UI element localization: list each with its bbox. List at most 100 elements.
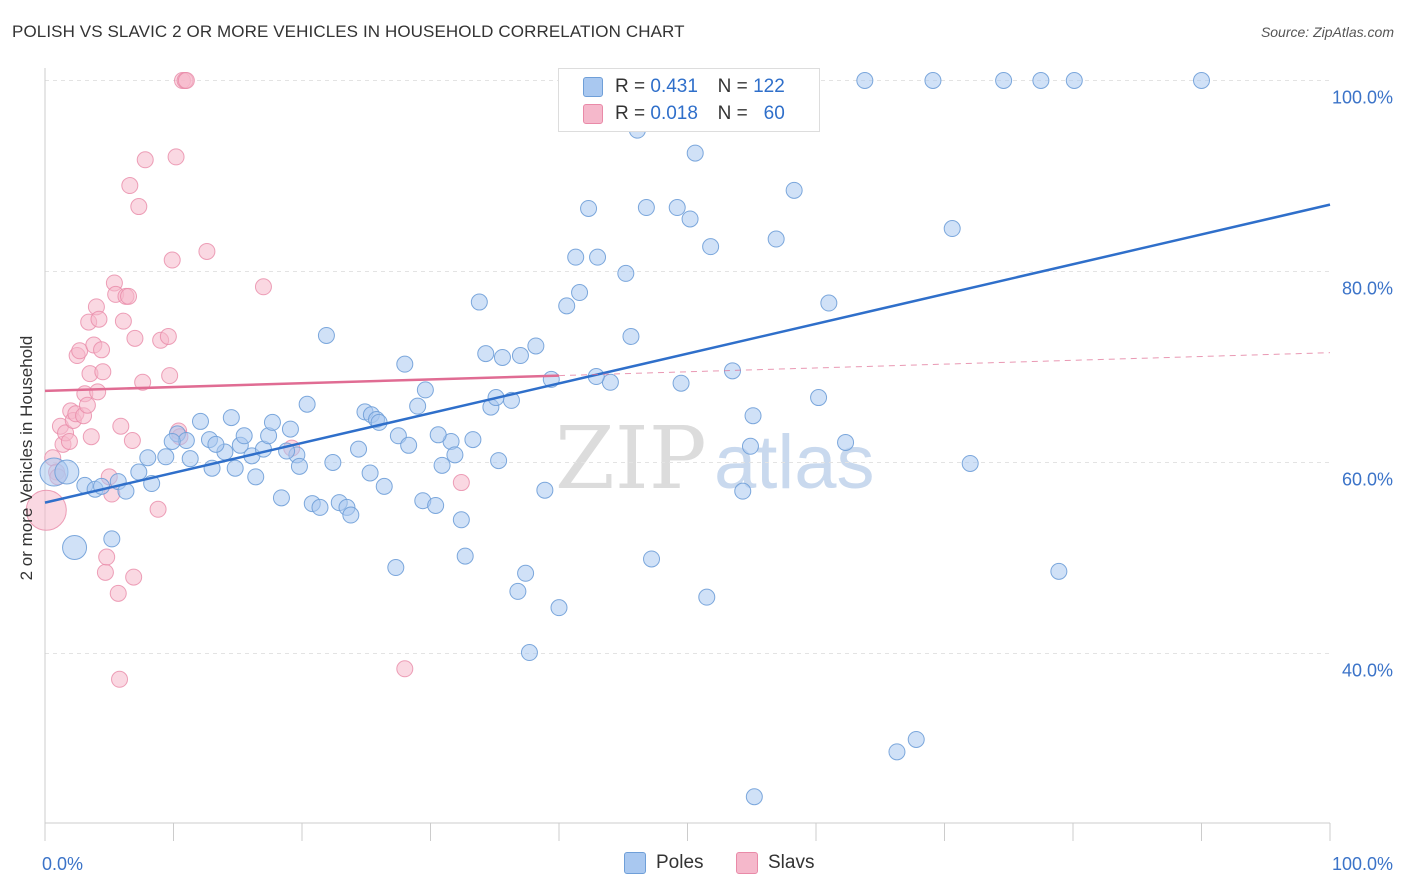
slavs-swatch-icon xyxy=(583,104,603,124)
poles-point-99 xyxy=(888,743,906,761)
poles-swatch-icon xyxy=(583,77,603,97)
slavs-point-42 xyxy=(134,373,152,391)
poles-point-120 xyxy=(810,389,828,407)
poles-point-95 xyxy=(785,181,803,199)
poles-point-107 xyxy=(1065,72,1083,89)
source-label: Source: ZipAtlas.com xyxy=(1260,24,1394,40)
poles-r-label: R = xyxy=(615,76,646,97)
poles-point-19 xyxy=(222,409,240,427)
poles-legend-icon xyxy=(624,852,646,874)
poles-point-1 xyxy=(54,459,80,485)
poles-point-119 xyxy=(741,437,759,455)
slavs-point-38 xyxy=(123,432,141,450)
slavs-point-44 xyxy=(149,500,167,518)
poles-point-79 xyxy=(617,264,635,282)
slavs-point-46 xyxy=(159,327,177,345)
slavs-trend-line-extension xyxy=(558,352,1331,377)
slavs-n-value: 60 xyxy=(763,103,785,124)
poles-n-label: N = xyxy=(717,76,748,97)
y-tick-label-60: 60.0% xyxy=(1342,470,1393,490)
poles-point-31 xyxy=(290,457,308,475)
slavs-n-label: N = xyxy=(717,103,748,124)
poles-point-45 xyxy=(387,559,405,577)
poles-point-65 xyxy=(509,582,527,600)
poles-point-35 xyxy=(317,326,335,344)
slavs-point-43 xyxy=(136,151,154,169)
poles-point-83 xyxy=(643,550,661,568)
poles-point-101 xyxy=(924,72,942,89)
y-axis-label: 2 or more Vehicles in Household xyxy=(17,335,36,581)
trend-lines xyxy=(44,203,1331,504)
poles-point-93 xyxy=(744,407,762,425)
slavs-point-37 xyxy=(121,177,139,195)
poles-point-109 xyxy=(745,788,763,806)
slavs-point-41 xyxy=(130,198,148,216)
slavs-point-22 xyxy=(90,310,108,328)
slavs-point-15 xyxy=(78,396,96,414)
poles-point-56 xyxy=(452,511,470,529)
poles-point-82 xyxy=(637,199,655,217)
poles-point-118 xyxy=(672,374,690,392)
slavs-legend-icon xyxy=(736,852,758,874)
poles-point-100 xyxy=(907,730,925,748)
slavs-point-21 xyxy=(89,383,107,401)
poles-point-57 xyxy=(456,547,474,565)
slavs-point-39 xyxy=(125,568,143,586)
poles-point-29 xyxy=(281,420,299,438)
poles-point-70 xyxy=(536,481,554,499)
poles-point-106 xyxy=(1050,562,1068,580)
poles-point-74 xyxy=(567,248,585,266)
poles-point-88 xyxy=(698,588,716,606)
slavs-r-label: R = xyxy=(615,103,646,124)
poles-point-97 xyxy=(837,433,855,451)
poles-point-112 xyxy=(207,435,225,453)
poles-point-77 xyxy=(589,248,607,266)
poles-point-114 xyxy=(370,413,388,431)
poles-point-104 xyxy=(995,72,1013,89)
poles-legend-label: Poles xyxy=(656,852,704,873)
poles-point-39 xyxy=(342,506,360,524)
poles-trend-line xyxy=(44,203,1331,504)
slavs-point-25 xyxy=(96,563,114,581)
chart-title: POLISH VS SLAVIC 2 OR MORE VEHICLES IN H… xyxy=(12,22,685,41)
poles-point-51 xyxy=(416,381,434,399)
slavs-point-31 xyxy=(109,584,127,602)
poles-r-value: 0.431 xyxy=(650,76,698,97)
slavs-point-33 xyxy=(112,417,130,435)
slavs-legend-label: Slavs xyxy=(768,852,815,873)
poles-point-103 xyxy=(961,454,979,472)
bottom-legend-slavs: Slavs xyxy=(736,852,814,874)
legend-row-poles: R = 0.431 N = 122 xyxy=(583,75,785,99)
slavs-point-49 xyxy=(167,148,185,166)
slavs-point-7 xyxy=(60,432,78,450)
poles-point-48 xyxy=(400,436,418,454)
poles-point-6 xyxy=(103,530,121,548)
poles-point-72 xyxy=(550,599,568,617)
watermark-zip: ZIP xyxy=(555,409,707,509)
slavs-point-58 xyxy=(396,660,414,678)
poles-point-9 xyxy=(130,463,148,481)
poles-point-27 xyxy=(263,413,281,431)
y-tick-labels: 40.0% 60.0% 80.0% 100.0% xyxy=(1332,88,1393,681)
poles-point-98 xyxy=(856,72,874,89)
poles-point-11 xyxy=(157,448,175,466)
poles-point-94 xyxy=(767,230,785,248)
poles-point-36 xyxy=(324,454,342,471)
poles-point-15 xyxy=(191,412,209,430)
poles-point-66 xyxy=(511,347,529,365)
poles-point-69 xyxy=(527,337,545,355)
slavs-point-18 xyxy=(82,428,100,446)
poles-point-105 xyxy=(1032,72,1050,89)
poles-point-13 xyxy=(177,432,195,450)
poles-point-85 xyxy=(668,199,686,217)
poles-point-96 xyxy=(820,294,838,312)
slavs-point-56 xyxy=(254,278,272,296)
poles-point-28 xyxy=(272,489,290,507)
poles-point-53 xyxy=(433,456,451,474)
poles-point-34 xyxy=(311,498,329,516)
x-tick-label-start: 0.0% xyxy=(42,854,83,874)
poles-point-63 xyxy=(493,348,511,366)
poles-point-108 xyxy=(1193,72,1210,89)
poles-point-102 xyxy=(943,220,961,238)
